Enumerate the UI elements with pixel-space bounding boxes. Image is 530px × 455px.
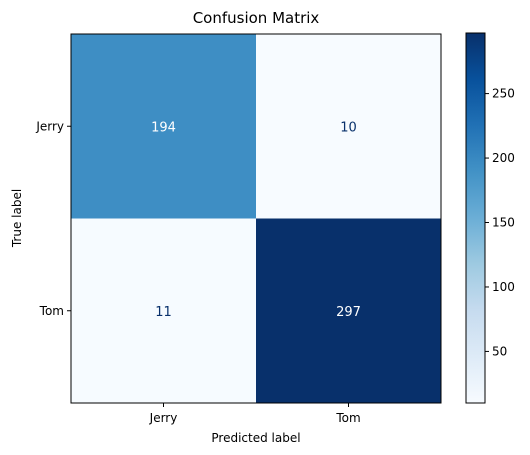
x-tick-label: Tom [335,411,360,425]
heatmap-cell [71,34,256,219]
y-tick-label: Jerry [35,119,64,133]
x-tick-label: Jerry [149,411,178,425]
heatmap-cell [71,218,256,403]
y-tick-label: Tom [39,304,64,318]
cell-value-label: 11 [155,305,172,320]
heatmap-cells [71,34,441,403]
x-axis-ticks: Jerry Tom [149,403,361,425]
colorbar-tick-label: 150 [492,216,515,230]
cell-value-label: 194 [151,120,176,135]
y-axis-label: True label [10,189,24,248]
y-axis-ticks: Jerry Tom [35,119,71,318]
cell-value-label: 10 [340,120,357,135]
colorbar-tick-label: 100 [492,280,515,294]
cell-value-label: 297 [336,305,361,320]
chart-title: Confusion Matrix [193,9,320,27]
colorbar-tick-label: 250 [492,87,515,101]
colorbar-tick-label: 50 [492,344,507,358]
heatmap-cell [256,34,441,219]
heatmap-cell [256,218,441,403]
colorbar-tick-label: 200 [492,151,515,165]
colorbar-ticks: 50 100 150 200 250 [485,87,515,358]
x-axis-label: Predicted label [211,431,300,445]
colorbar [465,32,486,404]
cell-value-labels: 194 10 11 297 [151,120,361,320]
plot-frame [70,33,442,404]
